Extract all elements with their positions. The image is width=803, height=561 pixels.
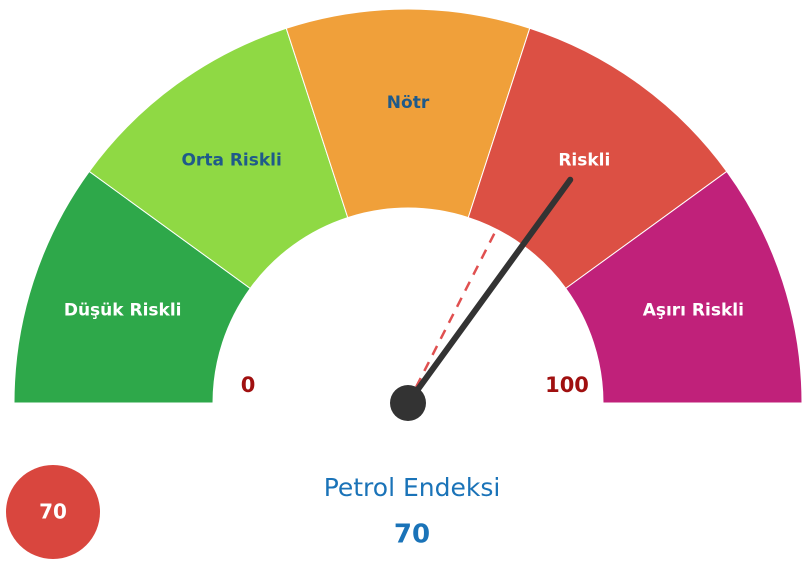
band bbox=[565, 170, 803, 404]
band-label: Düşük Riskli bbox=[64, 300, 182, 320]
max-label: 100 bbox=[545, 373, 589, 397]
needle-hub bbox=[390, 385, 426, 421]
min-label: 0 bbox=[241, 373, 256, 397]
gauge-value: 70 bbox=[394, 520, 430, 550]
reference-line bbox=[406, 224, 500, 404]
band-label: Orta Riskli bbox=[181, 150, 281, 170]
badge-value: 70 bbox=[39, 500, 67, 524]
band-label: Nötr bbox=[387, 93, 430, 113]
gauge-title: Petrol Endeksi bbox=[324, 473, 501, 502]
needle bbox=[405, 176, 574, 406]
band-label: Aşırı Riskli bbox=[643, 300, 744, 320]
bands bbox=[13, 8, 803, 404]
band-label: Riskli bbox=[558, 150, 610, 170]
value-badge bbox=[6, 465, 100, 559]
